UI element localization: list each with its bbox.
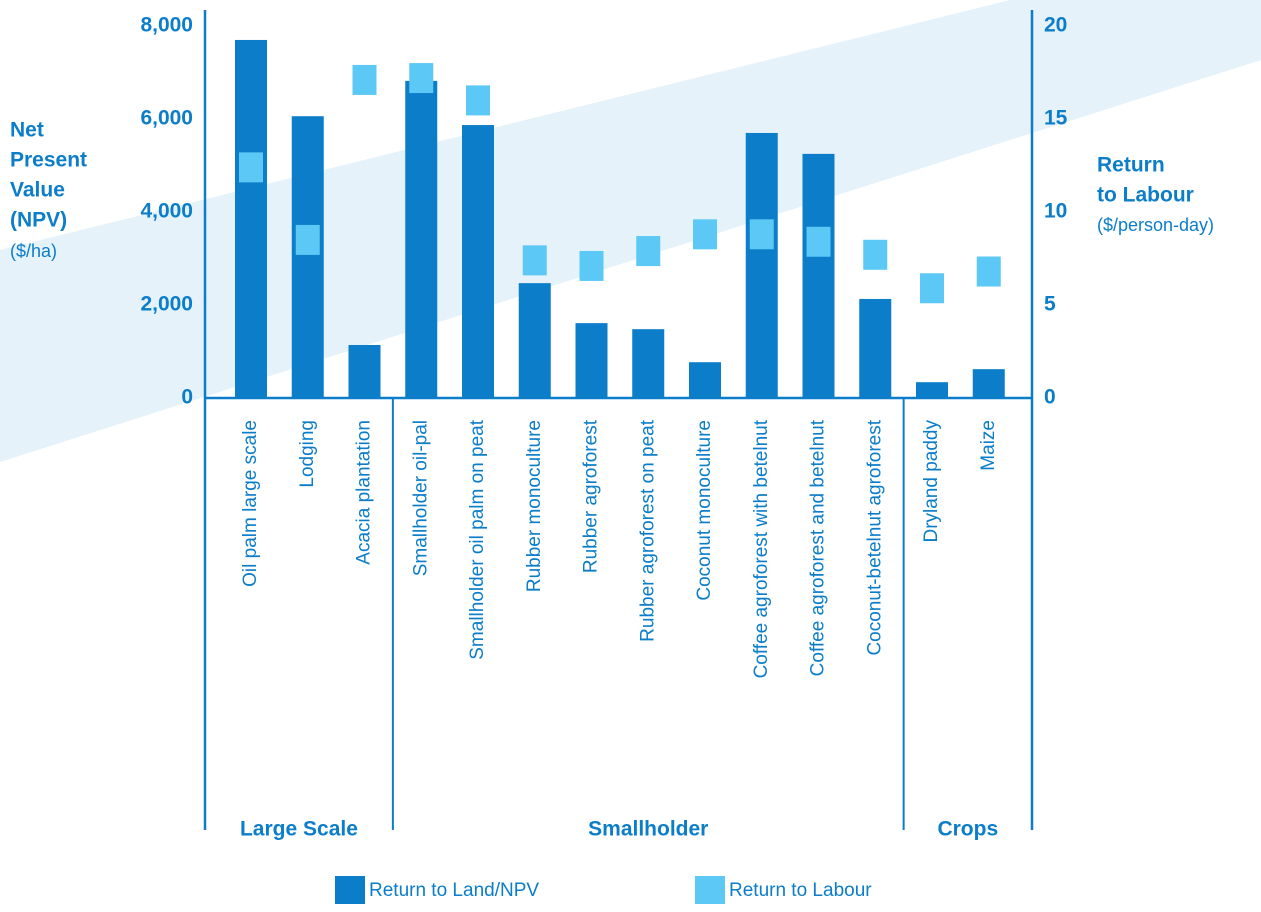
x-tick-label: Coconut monoculture	[694, 420, 715, 601]
x-tick-label: Maize	[978, 420, 999, 471]
y2-axis-title: Return	[1097, 154, 1165, 177]
y-axis-title: (NPV)	[10, 209, 67, 232]
labour-marker	[749, 219, 774, 250]
labour-marker	[920, 273, 944, 304]
legend-swatch	[335, 876, 365, 904]
x-tick-label: Coffee agroforest with betelnut	[751, 419, 772, 678]
x-tick-label: Smallholder oil palm on peat	[467, 419, 488, 659]
bar	[972, 369, 1005, 398]
y-axis-title: Value	[10, 179, 65, 202]
labour-marker	[466, 85, 490, 116]
y2-tick-label: 10	[1044, 200, 1067, 223]
labour-marker	[863, 239, 888, 270]
bar	[518, 283, 551, 398]
bar	[632, 329, 665, 398]
y2-axis-unit: ($/person-day)	[1097, 215, 1214, 235]
bar	[405, 80, 438, 399]
legend-swatch	[695, 876, 725, 904]
y2-tick-label: 20	[1044, 14, 1067, 37]
x-tick-label: Lodging	[297, 420, 318, 488]
y-axis-unit: ($/ha)	[10, 241, 57, 261]
bar	[575, 323, 608, 398]
labour-marker	[352, 64, 377, 95]
labour-marker	[693, 219, 717, 250]
legend-label: Return to Land/NPV	[369, 880, 539, 901]
legend-label: Return to Labour	[729, 880, 872, 901]
labour-marker	[806, 226, 831, 257]
y2-axis-title: to Labour	[1097, 184, 1194, 207]
y2-tick-label: 15	[1044, 107, 1068, 130]
x-tick-label: Rubber agroforest	[581, 419, 602, 573]
bar	[745, 132, 778, 398]
labour-marker	[579, 250, 604, 281]
bar	[462, 125, 494, 399]
y2-tick-label: 0	[1044, 386, 1056, 409]
x-tick-label: Rubber monoculture	[524, 420, 545, 592]
x-tick-label: Acacia plantation	[354, 420, 375, 565]
x-tick-label: Smallholder oil-pal	[410, 420, 431, 576]
x-tick-label: Coconut-betelnut agroforest	[864, 419, 885, 655]
bar	[916, 382, 948, 398]
y-tick-label: 8,000	[140, 14, 193, 37]
group-label: Crops	[937, 818, 998, 841]
labour-marker	[976, 256, 1001, 287]
x-tick-label: Oil palm large scale	[240, 420, 261, 587]
bar	[802, 153, 835, 398]
group-label: Large Scale	[240, 818, 358, 841]
labour-marker	[636, 236, 661, 267]
x-tick-label: Coffee agroforest and betelnut	[808, 419, 829, 676]
labour-marker	[295, 224, 320, 255]
bar	[689, 362, 721, 398]
x-tick-label: Rubber agroforest on peat	[637, 419, 658, 642]
x-tick-label: Dryland paddy	[921, 420, 942, 543]
y-tick-label: 6,000	[140, 107, 193, 130]
y-tick-label: 4,000	[140, 200, 193, 223]
y-axis-title: Net	[10, 119, 44, 142]
labour-marker	[409, 63, 434, 94]
y-axis-title: Present	[10, 149, 87, 172]
y-tick-label: 2,000	[140, 293, 193, 316]
y-tick-label: 0	[181, 386, 193, 409]
bar	[235, 39, 267, 398]
labour-marker	[522, 245, 547, 276]
group-label: Smallholder	[588, 818, 708, 841]
bar	[348, 344, 381, 398]
y2-tick-label: 5	[1044, 293, 1056, 316]
bar	[291, 116, 324, 399]
labour-marker	[239, 152, 263, 183]
bar	[859, 298, 892, 398]
